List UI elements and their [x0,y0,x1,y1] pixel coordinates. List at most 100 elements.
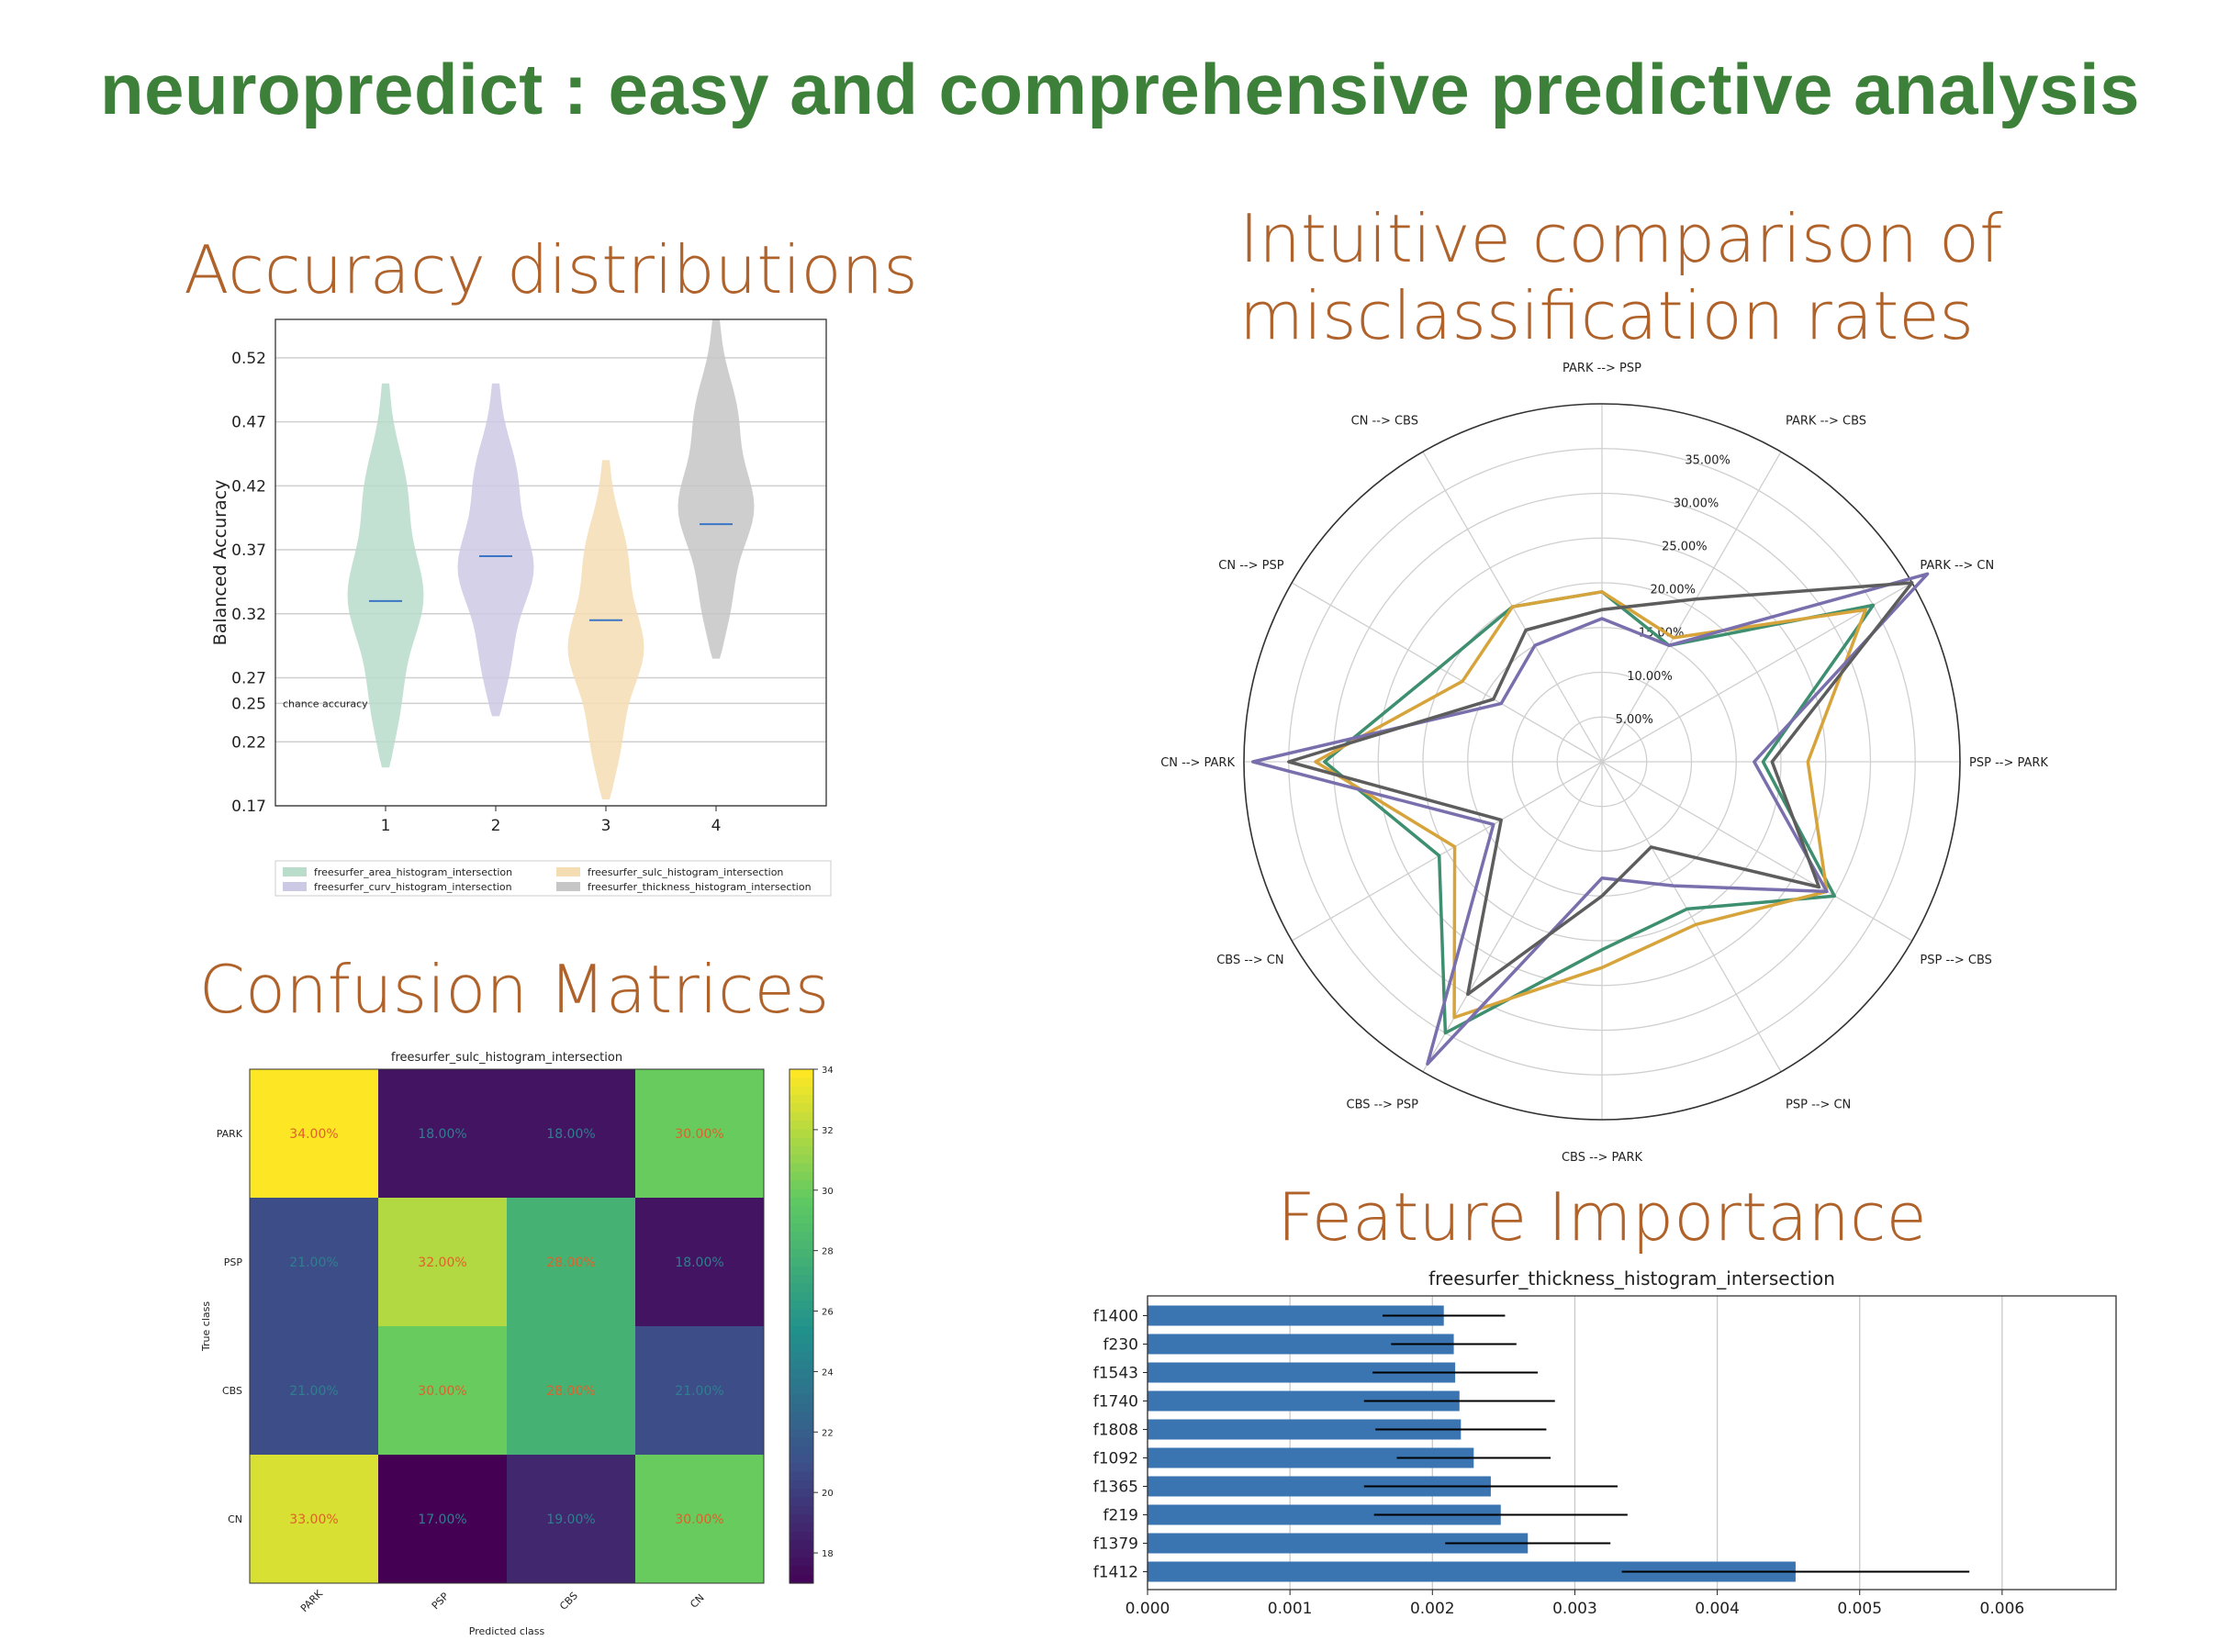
confusion-row-label: PSP [224,1256,243,1268]
radar-chart: PARK --> PSP PARK --> CBS PARK --> CN PSP -… [1160,362,2048,1165]
colorbar-segment [790,1566,813,1576]
colorbar-segment [790,1463,813,1473]
radar-radial-tick-label: 30.00% [1674,497,1719,510]
violin-legend-swatch [556,882,580,891]
violin-xtick-label: 1 [381,817,391,835]
colorbar-tick-label: 24 [822,1367,834,1378]
violin-legend-frame [274,860,832,897]
confusion-cell [250,1198,378,1326]
main-title: neuropredict : easy and comprehensive pr… [99,49,2141,129]
importance-category-label: f219 [1103,1507,1138,1525]
colorbar-segment [790,1214,813,1224]
radar-spoke [1291,761,1603,942]
confusion-row-label: CBS [222,1385,242,1397]
colorbar-segment [790,1317,813,1327]
importance-bar [1148,1533,1529,1554]
confusion-cell [507,1326,635,1455]
colorbar-segment [790,1429,813,1438]
importance-xtick-label: 0.001 [1268,1600,1313,1618]
radar-axis-label: PSP --> CBS [1920,954,1992,967]
radar-spoke [1291,582,1603,763]
colorbar-segment [790,1163,813,1173]
radar-axis-label: CBS --> PSP [1347,1098,1419,1111]
confusion-cell-label: 21.00% [675,1384,723,1399]
confusion-cell [250,1326,378,1455]
violin-body [678,319,755,659]
violin-ytick-label: 0.27 [231,670,266,688]
colorbar-segment [790,1300,813,1310]
colorbar-segment [790,1480,813,1490]
colorbar-segment [790,1198,813,1207]
confusion-cell [507,1198,635,1326]
colorbar-segment [790,1232,813,1242]
colorbar-segment [790,1121,813,1130]
importance-xtick-label: 0.004 [1695,1600,1740,1618]
radar-series-line [1287,581,1914,997]
confusion-cell [250,1455,378,1583]
confusion-cell [378,1326,507,1455]
radar-spoke [1601,761,1913,942]
colorbar-segment [790,1394,813,1404]
colorbar-segment [790,1103,813,1113]
importance-bar [1148,1447,1474,1468]
radar-axis-label: CN --> CBS [1351,415,1418,429]
confusion-xlabel: Predicted class [469,1625,545,1637]
colorbar-segment [790,1326,813,1335]
colorbar-segment [790,1069,813,1078]
colorbar-segment [790,1129,813,1139]
confusion-cell-label: 30.00% [675,1512,723,1527]
importance-bar [1148,1362,1456,1383]
importance-category-label: f1412 [1093,1564,1138,1582]
violin-xtick-label: 3 [601,817,611,835]
colorbar-segment [790,1086,813,1096]
colorbar-segment [790,1506,813,1515]
confusion-cell-label: 32.00% [418,1256,466,1270]
importance-bar [1148,1476,1491,1497]
colorbar-tick-label: 18 [822,1549,834,1559]
violin-ytick-label: 0.52 [231,350,266,368]
violin-legend-label: freesurfer_area_histogram_intersection [314,866,512,878]
confusion-cell-label: 34.00% [289,1127,338,1142]
violin-ytick-label: 0.37 [231,541,266,560]
colorbar-segment [790,1275,813,1284]
confusion-cell [635,1455,764,1583]
colorbar-segment [790,1360,813,1370]
colorbar-segment [790,1077,813,1088]
violin-ytick-label: 0.17 [231,798,266,816]
radar-radial-tick-label: 35.00% [1685,453,1730,467]
violin-body [347,383,424,768]
radar-radial-tick-label: 5.00% [1616,713,1653,727]
violin-plot-frame [274,318,827,807]
colorbar-segment [790,1309,813,1319]
colorbar-segment [790,1146,813,1155]
radar-series-line [1314,590,1867,1020]
confusion-cell [635,1326,764,1455]
colorbar-tick-label: 22 [822,1428,834,1438]
radar-series-line [1251,572,1930,1066]
violin-chart: 0.17 0.22 0.25 0.27 0.32 0.37 0.42 0.47 0.52 Bala… [210,318,832,897]
importance-bar [1148,1390,1460,1412]
confusion-title: freesurfer_sulc_histogram_intersection [391,1051,622,1065]
importance-category-label: f1092 [1093,1450,1138,1468]
importance-section-title: Feature Importance [1277,1178,1927,1256]
importance-bar [1148,1419,1462,1440]
colorbar-segment [790,1334,813,1345]
violin-ytick-label: 0.22 [231,733,266,752]
confusion-section-title: Confusion Matrices [198,951,830,1028]
confusion-cell [635,1198,764,1326]
confusion-matrix-chart: freesurfer_sulc_histogram_intersection 34… [200,1051,834,1637]
importance-bar [1148,1504,1501,1525]
radar-axis-label: PSP --> CN [1786,1098,1851,1111]
radar-spoke [1601,582,1913,763]
colorbar-segment [790,1111,813,1122]
colorbar-segment [790,1455,813,1464]
colorbar-segment [790,1386,813,1396]
colorbar-segment [790,1574,813,1584]
confusion-cell [378,1069,507,1198]
colorbar-tick-label: 26 [822,1308,834,1318]
colorbar-segment [790,1403,813,1412]
violin-xtick-label: 4 [711,817,722,835]
violin-legend-label: freesurfer_sulc_histogram_intersection [588,866,783,878]
confusion-col-label: CBS [557,1590,580,1613]
violin-ytick-label: 0.32 [231,606,266,624]
